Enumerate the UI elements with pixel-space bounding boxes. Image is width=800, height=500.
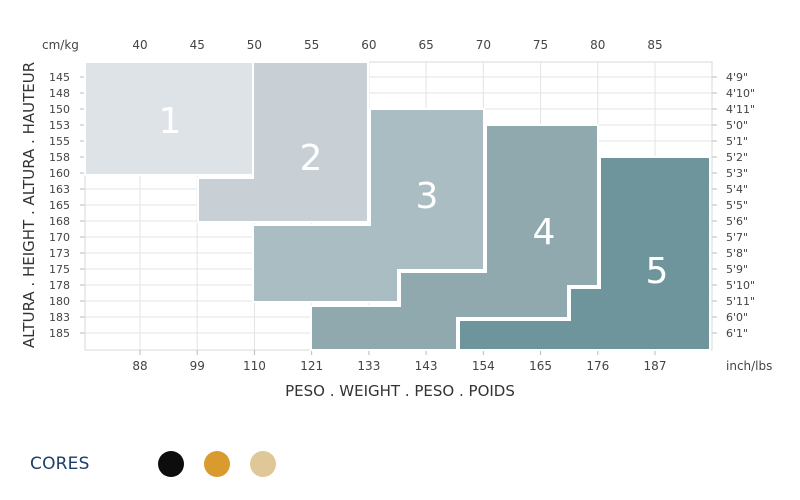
bottom-tick-label: 110 xyxy=(243,359,266,373)
color-swatch-black[interactable] xyxy=(157,451,184,477)
height-ft-label: 5'11" xyxy=(726,295,755,308)
height-cm-label: 155 xyxy=(49,135,70,148)
height-ft-label: 4'11" xyxy=(726,103,755,116)
top-tick-label: 40 xyxy=(132,38,147,52)
top-tick-label: 60 xyxy=(361,38,376,52)
x-axis-label: PESO . WEIGHT . PESO . POIDS xyxy=(285,382,515,400)
bottom-axis-unit: inch/lbs xyxy=(726,359,772,373)
height-cm-label: 148 xyxy=(49,87,70,100)
height-cm-label: 163 xyxy=(49,183,70,196)
size-block-2 xyxy=(197,61,369,223)
size-label-2: 2 xyxy=(300,138,323,179)
top-tick-label: 85 xyxy=(647,38,662,52)
height-ft-label: 5'9" xyxy=(726,263,748,276)
height-cm-label: 153 xyxy=(49,119,70,132)
height-ft-label: 5'7" xyxy=(726,231,748,244)
height-ft-label: 5'6" xyxy=(726,215,748,228)
size-label-3: 3 xyxy=(416,176,439,217)
top-axis-unit: cm/kg xyxy=(42,38,79,52)
height-ft-label: 4'9" xyxy=(726,71,748,84)
color-swatch-nude[interactable] xyxy=(249,451,276,477)
bottom-tick-label: 143 xyxy=(415,359,438,373)
colors-legend: CORES xyxy=(30,448,296,480)
height-cm-label: 145 xyxy=(49,71,70,84)
height-ft-label: 5'8" xyxy=(726,247,748,260)
bottom-tick-label: 187 xyxy=(644,359,667,373)
size-block-3 xyxy=(252,108,485,303)
top-tick-label: 45 xyxy=(190,38,205,52)
bottom-tick-label: 133 xyxy=(357,359,380,373)
size-label-1: 1 xyxy=(159,101,182,142)
size-blocks: 1 2 3 4 5 xyxy=(84,61,711,351)
height-cm-label: 158 xyxy=(49,151,70,164)
height-ft-label: 5'0" xyxy=(726,119,748,132)
height-ft-label: 5'1" xyxy=(726,135,748,148)
top-tick-label: 55 xyxy=(304,38,319,52)
height-ft-label: 6'1" xyxy=(726,327,748,340)
bottom-tick-label: 88 xyxy=(132,359,147,373)
height-cm-label: 160 xyxy=(49,167,70,180)
color-swatch-honey[interactable] xyxy=(203,451,230,477)
height-cm-label: 185 xyxy=(49,327,70,340)
bottom-tick-label: 154 xyxy=(472,359,495,373)
bottom-tick-label: 176 xyxy=(586,359,609,373)
height-cm-label: 168 xyxy=(49,215,70,228)
height-cm-label: 178 xyxy=(49,279,70,292)
height-cm-label: 180 xyxy=(49,295,70,308)
top-tick-label: 75 xyxy=(533,38,548,52)
top-tick-label: 65 xyxy=(418,38,433,52)
height-ft-label: 5'5" xyxy=(726,199,748,212)
size-label-5: 5 xyxy=(646,251,669,292)
height-cm-label: 183 xyxy=(49,311,70,324)
height-cm-label: 165 xyxy=(49,199,70,212)
chart-labels: cm/kg inch/lbs PESO . WEIGHT . PESO . PO… xyxy=(20,38,772,400)
top-tick-label: 80 xyxy=(590,38,605,52)
height-cm-label: 150 xyxy=(49,103,70,116)
size-block-4 xyxy=(310,124,599,351)
height-cm-label: 170 xyxy=(49,231,70,244)
bottom-tick-label: 99 xyxy=(190,359,205,373)
height-ft-label: 4'10" xyxy=(726,87,755,100)
colors-label: CORES xyxy=(30,454,90,474)
height-cm-label: 175 xyxy=(49,263,70,276)
bottom-tick-label: 121 xyxy=(300,359,323,373)
top-tick-label: 50 xyxy=(247,38,262,52)
height-cm-label: 173 xyxy=(49,247,70,260)
y-axis-label: ALTURA . HEIGHT . ALTURA . HAUTEUR xyxy=(20,62,38,348)
height-ft-label: 6'0" xyxy=(726,311,748,324)
top-tick-label: 70 xyxy=(476,38,491,52)
bottom-tick-label: 165 xyxy=(529,359,552,373)
height-ft-label: 5'10" xyxy=(726,279,755,292)
height-ft-label: 5'4" xyxy=(726,183,748,196)
height-ft-label: 5'3" xyxy=(726,167,748,180)
height-ft-label: 5'2" xyxy=(726,151,748,164)
size-label-4: 4 xyxy=(533,212,556,253)
size-block-5 xyxy=(458,156,711,351)
